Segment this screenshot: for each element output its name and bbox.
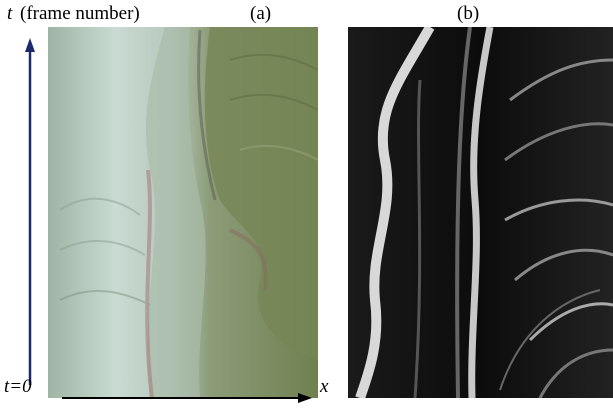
- x-axis-arrowhead: [298, 393, 312, 403]
- panel-a-image: [48, 27, 318, 398]
- t-axis-arrowhead: [25, 38, 35, 52]
- t-origin: t=0: [4, 376, 32, 397]
- panel-b-image: [348, 27, 613, 398]
- t-symbol: t: [7, 3, 13, 24]
- t-description: (frame number): [20, 3, 140, 24]
- panel-b-label: (b): [457, 3, 479, 24]
- panel-a-label: (a): [250, 3, 271, 24]
- x-symbol: x: [319, 376, 329, 397]
